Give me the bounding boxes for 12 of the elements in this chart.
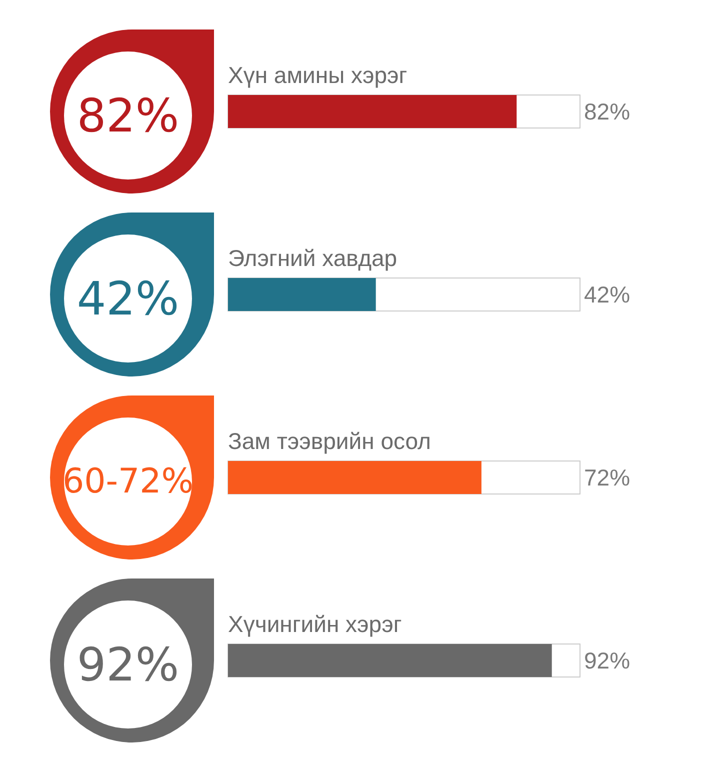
y-tick-label: Хүн амины хэрэг [228,62,408,88]
text: 42% [76,272,180,326]
data-label: 72% [584,464,630,490]
data-label: 42% [584,282,630,308]
text: 92% [76,638,180,692]
data-label: 82% [584,98,630,124]
y-tick-label: Элэгний хавдар [228,245,398,271]
data-label: 92% [584,648,630,674]
text: 82% [76,88,180,142]
y-tick-label: Зам тээврийн осол [228,428,431,454]
y-tick-label: Хүчингийн хэрэг [228,611,402,637]
text: 60-72% [62,462,194,502]
